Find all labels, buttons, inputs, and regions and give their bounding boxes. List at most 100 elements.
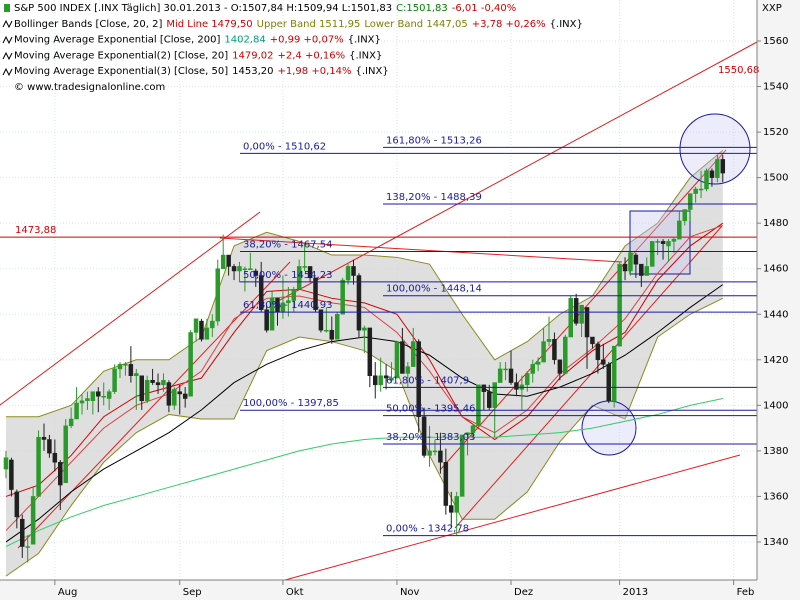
legend-text: {.INX} bbox=[348, 35, 381, 46]
candle-body bbox=[74, 402, 79, 420]
legend-icon bbox=[2, 35, 13, 45]
legend-text: Lower Band 1447,05 bbox=[364, 19, 467, 30]
candle-body bbox=[557, 359, 563, 374]
candle-body bbox=[324, 329, 329, 332]
drawings: 1473,88 1550,68 bbox=[0, 41, 759, 581]
candle-body bbox=[345, 266, 351, 281]
candle-body bbox=[47, 439, 52, 454]
legend-text: © www.tradesignalonline.com bbox=[14, 82, 165, 93]
x-tick-label: Okt bbox=[286, 587, 304, 598]
candle-body bbox=[394, 341, 400, 379]
candle-body bbox=[584, 307, 590, 338]
candle-body bbox=[687, 193, 693, 210]
legend-row: Moving Average Exponential(3) [Close, 50… bbox=[14, 66, 389, 77]
candle-body bbox=[372, 375, 378, 386]
candle-body bbox=[231, 266, 237, 272]
trend-label: 1550,68 bbox=[718, 65, 759, 76]
candle-body bbox=[313, 277, 318, 310]
candle-body bbox=[14, 491, 20, 518]
candle-body bbox=[25, 546, 30, 548]
candle-body bbox=[411, 341, 416, 367]
candle-body bbox=[210, 320, 215, 329]
legend-text: +0,99 +0,07% bbox=[270, 35, 344, 46]
legend-icon bbox=[2, 19, 13, 29]
candle-body bbox=[123, 364, 128, 366]
candle-body bbox=[237, 266, 242, 272]
legend-text: -6,01 -0,40% bbox=[452, 3, 516, 14]
legend-text: 1453,20 bbox=[232, 66, 273, 77]
fib-label: 0,00% - 1342,78 bbox=[386, 524, 469, 535]
y-tick-label: 1440 bbox=[763, 309, 788, 320]
candle-body bbox=[492, 382, 497, 408]
y-tick-label: 1480 bbox=[763, 218, 788, 229]
candle-body bbox=[568, 298, 573, 338]
candle-body bbox=[128, 364, 134, 376]
trend-line bbox=[17, 261, 291, 549]
candle-body bbox=[465, 432, 470, 436]
candle-body bbox=[41, 436, 47, 440]
candle-body bbox=[438, 450, 443, 463]
candle-body bbox=[449, 505, 454, 513]
candle-body bbox=[487, 391, 492, 408]
candle-body bbox=[573, 298, 579, 324]
candle-body bbox=[139, 375, 144, 402]
candle-body bbox=[90, 391, 96, 402]
candle-body bbox=[150, 380, 155, 383]
candle-body bbox=[177, 391, 182, 395]
x-tick-label: Nov bbox=[400, 587, 420, 598]
candle-body bbox=[20, 518, 25, 547]
candle-body bbox=[144, 380, 150, 402]
y-tick-label: 1340 bbox=[763, 537, 788, 548]
candle-body bbox=[633, 254, 639, 265]
trend-line bbox=[454, 225, 723, 529]
candle-body bbox=[590, 336, 595, 345]
y-tick-label: 1360 bbox=[763, 491, 788, 502]
candle-body bbox=[405, 366, 411, 374]
legend-row: S&P 500 INDEX [.INX Täglich] 30.01.2013 … bbox=[14, 3, 516, 14]
candle-body bbox=[601, 359, 606, 365]
y-tick-label: 1520 bbox=[763, 127, 788, 138]
x-tick-label: Sep bbox=[183, 587, 202, 598]
candle-body bbox=[96, 391, 101, 397]
candle-body bbox=[682, 209, 688, 222]
legend-text: {.INX} bbox=[550, 19, 583, 30]
candle-body bbox=[3, 457, 9, 470]
candle-body bbox=[704, 170, 709, 190]
candle-body bbox=[617, 263, 622, 347]
candle-body bbox=[52, 452, 58, 463]
candle-body bbox=[155, 382, 161, 386]
candle-body bbox=[166, 382, 172, 406]
fib-label: 50,00% - 1395,46 bbox=[386, 404, 475, 415]
legend-text: S&P 500 INDEX [.INX Täglich] 30.01.2013 … bbox=[14, 3, 392, 14]
candle-body bbox=[226, 254, 231, 267]
fib-label: 50,00% - 1454,23 bbox=[243, 270, 332, 281]
candle-body bbox=[193, 318, 199, 333]
candle-body bbox=[454, 496, 459, 513]
fib-label: 0,00% - 1510,62 bbox=[243, 141, 326, 152]
legend-text: +2,4 +0,16% bbox=[278, 50, 346, 61]
candle-body bbox=[248, 268, 253, 270]
candle-body bbox=[318, 309, 324, 331]
candle-body bbox=[36, 436, 41, 497]
fib-label: 161,80% - 1513,26 bbox=[386, 135, 482, 146]
legend-text: Mid Line 1479,50 bbox=[166, 19, 252, 30]
y-tick-label: 1380 bbox=[763, 446, 788, 457]
legend-icon bbox=[4, 4, 10, 12]
candle-body bbox=[628, 252, 633, 272]
candle-body bbox=[302, 266, 307, 268]
trend-line bbox=[279, 41, 758, 301]
candle-body bbox=[639, 263, 644, 276]
candle-body bbox=[172, 389, 177, 406]
candle-body bbox=[101, 395, 106, 398]
candle-body bbox=[253, 270, 259, 276]
candle-body bbox=[383, 375, 389, 379]
candle-body bbox=[427, 450, 432, 456]
candle-body bbox=[503, 368, 508, 371]
candle-body bbox=[351, 266, 356, 276]
trend-line bbox=[0, 211, 261, 406]
legend-row: Moving Average Exponential [Close, 200] 1… bbox=[14, 35, 381, 46]
candle-body bbox=[63, 425, 68, 484]
candle-body bbox=[595, 343, 601, 361]
